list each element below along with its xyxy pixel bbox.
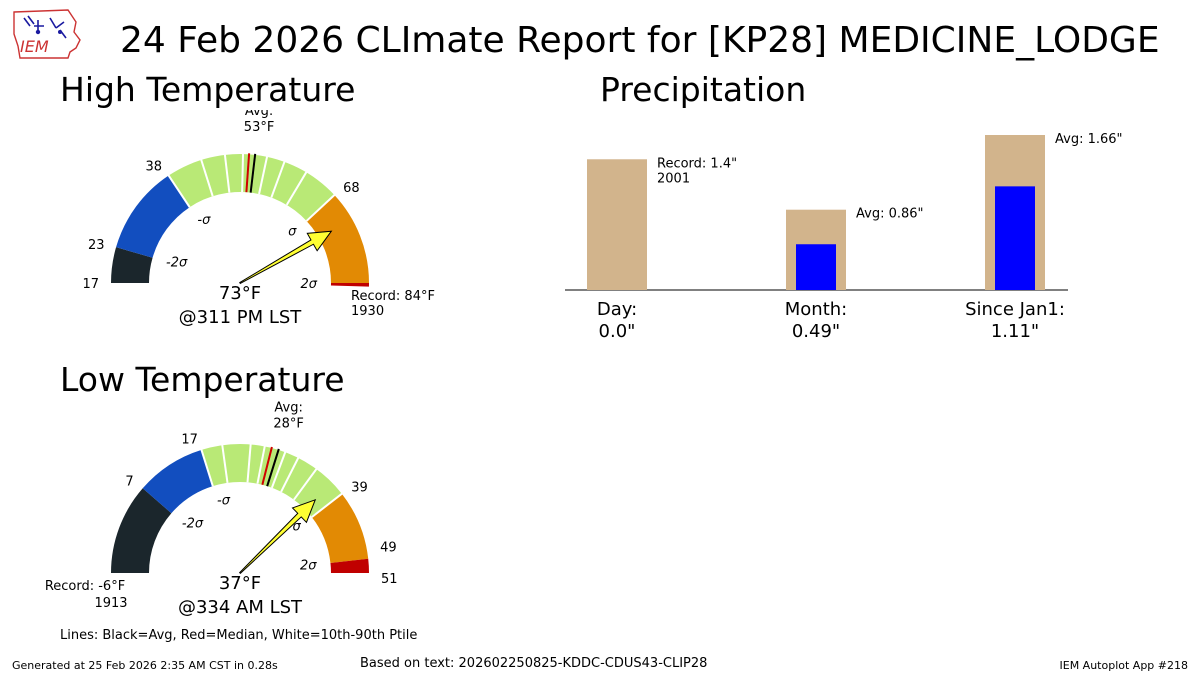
- sigma-label: -σ: [217, 494, 231, 509]
- percentile-line: [293, 467, 318, 501]
- precipitation-chart: Record: 1.4"2001 Day:0.0" Avg: 0.86" Month:…: [565, 132, 1123, 342]
- observed-value-label: 73°F: [219, 283, 261, 304]
- percentile-line: [280, 456, 300, 493]
- gauge-tick-label: 23: [88, 238, 105, 253]
- gauge-tick-label: 17: [181, 432, 198, 447]
- percentile-line: [311, 492, 344, 518]
- high-temperature-title: High Temperature: [60, 70, 356, 109]
- reference-label: Avg: 1.66": [1055, 132, 1123, 147]
- reference-label-year: 2001: [657, 171, 690, 186]
- average-value-label: 28°F: [273, 416, 304, 431]
- median-line: [261, 446, 273, 486]
- observed-time-label: @311 PM LST: [179, 307, 303, 328]
- observed-needle: [239, 230, 333, 285]
- low-temperature-title: Low Temperature: [60, 360, 345, 399]
- percentile-line: [270, 450, 287, 489]
- gauge-tick-label: 68: [343, 181, 360, 196]
- average-line: [249, 153, 257, 193]
- observed-value-label: 37°F: [219, 573, 261, 594]
- observed-needle: [238, 498, 317, 575]
- app-footer: IEM Autoplot App #218: [1059, 659, 1189, 672]
- percentile-line: [167, 174, 191, 208]
- gauge-band-normal: [201, 444, 342, 518]
- category-label: Since Jan1:: [965, 299, 1065, 320]
- gauge-band-above1: [306, 195, 369, 283]
- gauge-band-above2: [330, 558, 369, 573]
- record-label: Record: 84°F: [351, 289, 435, 304]
- average-label: Avg:: [274, 400, 302, 415]
- percentile-line: [256, 445, 266, 484]
- sigma-label: -σ: [197, 213, 211, 228]
- low-temperature-gauge: Avg:28°F 7 17 39 49 51 -2σ -σ σ 2σ 37°F @334 AM LST…: [45, 400, 398, 618]
- percentile-line: [270, 160, 286, 198]
- percentile-line: [305, 193, 336, 222]
- reference-label: Avg: 0.86": [856, 207, 924, 222]
- value-label: 1.11": [991, 321, 1039, 342]
- source-footer: Based on text: 202602250825-KDDC-CDUS43-…: [360, 656, 708, 671]
- gauge-tick-label: 17: [82, 277, 99, 292]
- legend-note: Lines: Black=Avg, Red=Median, White=10th…: [60, 628, 418, 643]
- category-label: Month:: [785, 299, 847, 320]
- gauge-band-below2: [111, 247, 153, 283]
- percentile-line: [200, 158, 214, 197]
- percentile-line: [221, 444, 229, 483]
- percentile-line: [258, 155, 269, 195]
- sigma-label: -2σ: [182, 516, 204, 531]
- value-bar: [995, 186, 1035, 290]
- gauge-band-below1: [142, 449, 213, 514]
- svg-text:IEM: IEM: [20, 37, 49, 56]
- record-year: 1930: [351, 304, 384, 319]
- page-title: 24 Feb 2026 CLImate Report for [KP28] ME…: [120, 20, 1160, 61]
- sigma-label: 2σ: [300, 559, 317, 574]
- precipitation-title: Precipitation: [600, 70, 807, 109]
- record-label: Record: -6°F: [45, 579, 125, 594]
- gauge-band-below1: [116, 175, 190, 258]
- observed-time-label: @334 AM LST: [178, 597, 303, 618]
- reference-bar: [587, 159, 647, 290]
- average-label: Avg:: [245, 110, 273, 119]
- gauge-band-above1: [311, 493, 369, 563]
- gauge-tick-label: 39: [351, 480, 368, 495]
- iem-logo: IEM: [13, 9, 81, 59]
- high-temperature-gauge: Avg:53°F 17 23 38 68 -2σ -σ σ 2σ 73°F @311 PM LST R…: [82, 110, 435, 328]
- sigma-label: -2σ: [166, 256, 188, 271]
- average-line: [266, 448, 280, 487]
- percentile-line: [285, 170, 308, 206]
- category-label: Day:: [597, 299, 637, 320]
- record-year: 1913: [94, 596, 127, 611]
- average-value-label: 53°F: [244, 120, 275, 135]
- generated-footer: Generated at 25 Feb 2026 2:35 AM CST in …: [12, 659, 278, 672]
- value-label: 0.0": [599, 321, 636, 342]
- gauge-tick-label: 7: [125, 474, 133, 489]
- percentile-line: [241, 153, 245, 193]
- percentile-line: [246, 443, 252, 483]
- gauge-tick-label: 51: [381, 572, 398, 587]
- gauge-band-above2: [330, 283, 369, 287]
- sigma-label: σ: [293, 520, 302, 535]
- gauge-tick-label: 38: [145, 160, 162, 175]
- percentile-line: [200, 448, 214, 487]
- value-bar: [796, 244, 836, 290]
- reference-label: Record: 1.4": [657, 156, 737, 171]
- sigma-label: 2σ: [300, 277, 317, 292]
- gauge-band-below2: [111, 488, 172, 573]
- value-label: 0.49": [792, 321, 840, 342]
- median-line: [245, 153, 251, 193]
- gauge-tick-label: 49: [380, 540, 397, 555]
- percentile-line: [223, 153, 231, 193]
- sigma-label: σ: [288, 225, 297, 240]
